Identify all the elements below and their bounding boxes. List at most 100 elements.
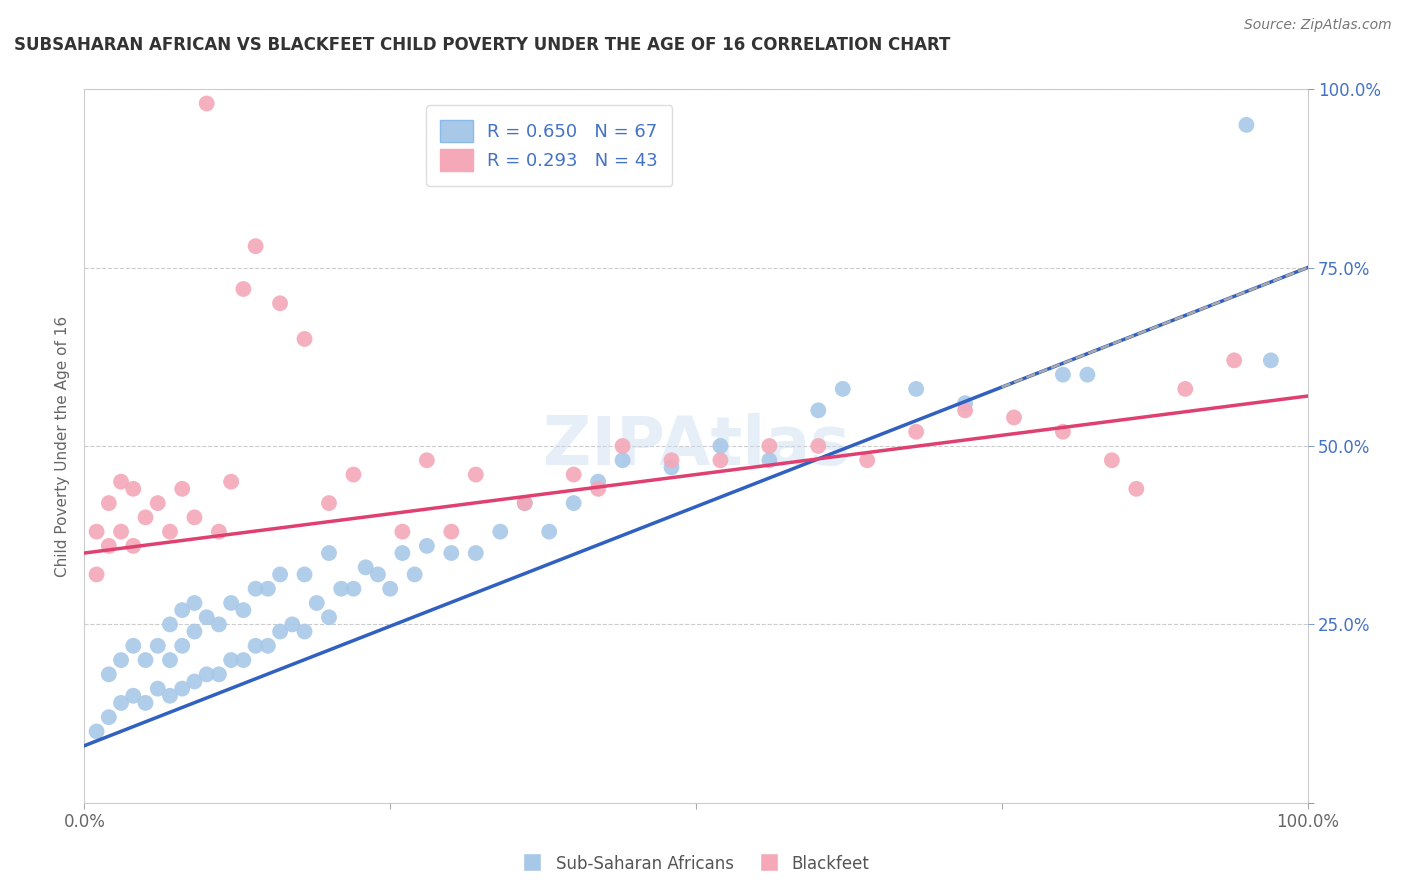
Point: [380, 582, 402, 596]
Point: [513, 496, 536, 510]
Point: [538, 524, 561, 539]
Point: [159, 689, 181, 703]
Point: [86, 567, 108, 582]
Point: [257, 582, 280, 596]
Point: [183, 674, 205, 689]
Point: [1260, 353, 1282, 368]
Point: [391, 524, 413, 539]
Point: [440, 524, 463, 539]
Point: [562, 467, 585, 482]
Point: [612, 453, 634, 467]
Point: [562, 496, 585, 510]
Point: [905, 425, 928, 439]
Point: [1101, 453, 1123, 467]
Point: [758, 453, 780, 467]
Point: [354, 560, 377, 574]
Point: [1052, 368, 1074, 382]
Point: [464, 467, 486, 482]
Point: [97, 667, 120, 681]
Point: [831, 382, 853, 396]
Point: [172, 681, 194, 696]
Point: [122, 639, 145, 653]
Point: [953, 403, 976, 417]
Point: [97, 710, 120, 724]
Point: [110, 524, 132, 539]
Point: [195, 610, 218, 624]
Point: [709, 439, 731, 453]
Point: [305, 596, 328, 610]
Point: [183, 510, 205, 524]
Point: [330, 582, 353, 596]
Point: [404, 567, 426, 582]
Point: [122, 689, 145, 703]
Point: [122, 539, 145, 553]
Point: [1002, 410, 1025, 425]
Point: [807, 439, 830, 453]
Point: [245, 582, 267, 596]
Point: [342, 582, 364, 596]
Point: [294, 567, 316, 582]
Point: [86, 524, 108, 539]
Point: [232, 282, 254, 296]
Point: [135, 653, 157, 667]
Point: [1236, 118, 1258, 132]
Point: [318, 496, 340, 510]
Point: [1125, 482, 1147, 496]
Point: [342, 467, 364, 482]
Point: [110, 653, 132, 667]
Point: [269, 567, 291, 582]
Point: [269, 624, 291, 639]
Y-axis label: Child Poverty Under the Age of 16: Child Poverty Under the Age of 16: [55, 316, 70, 576]
Point: [1223, 353, 1246, 368]
Point: [709, 453, 731, 467]
Point: [1052, 425, 1074, 439]
Point: [208, 667, 231, 681]
Point: [294, 624, 316, 639]
Point: [135, 510, 157, 524]
Point: [318, 610, 340, 624]
Point: [159, 617, 181, 632]
Point: [172, 482, 194, 496]
Point: [367, 567, 389, 582]
Point: [661, 460, 683, 475]
Point: [208, 617, 231, 632]
Point: [159, 524, 181, 539]
Point: [245, 639, 267, 653]
Point: [110, 475, 132, 489]
Point: [269, 296, 291, 310]
Point: [1174, 382, 1197, 396]
Point: [86, 724, 108, 739]
Point: [586, 475, 609, 489]
Point: [232, 653, 254, 667]
Point: [110, 696, 132, 710]
Point: [97, 539, 120, 553]
Point: [586, 482, 609, 496]
Point: [758, 439, 780, 453]
Point: [440, 546, 463, 560]
Point: [146, 681, 169, 696]
Point: [245, 239, 267, 253]
Point: [1076, 368, 1098, 382]
Point: [257, 639, 280, 653]
Point: [219, 596, 242, 610]
Point: [159, 653, 181, 667]
Point: [905, 382, 928, 396]
Point: [135, 696, 157, 710]
Point: [172, 603, 194, 617]
Point: [183, 596, 205, 610]
Point: [195, 667, 218, 681]
Point: [489, 524, 512, 539]
Point: [856, 453, 879, 467]
Text: Source: ZipAtlas.com: Source: ZipAtlas.com: [1244, 18, 1392, 32]
Point: [232, 603, 254, 617]
Point: [953, 396, 976, 410]
Point: [513, 496, 536, 510]
Point: [612, 439, 634, 453]
Point: [195, 96, 218, 111]
Point: [416, 539, 439, 553]
Text: ZIPAtlas: ZIPAtlas: [543, 413, 849, 479]
Point: [219, 475, 242, 489]
Point: [318, 546, 340, 560]
Legend: Sub-Saharan Africans, Blackfeet: Sub-Saharan Africans, Blackfeet: [516, 848, 876, 880]
Point: [97, 496, 120, 510]
